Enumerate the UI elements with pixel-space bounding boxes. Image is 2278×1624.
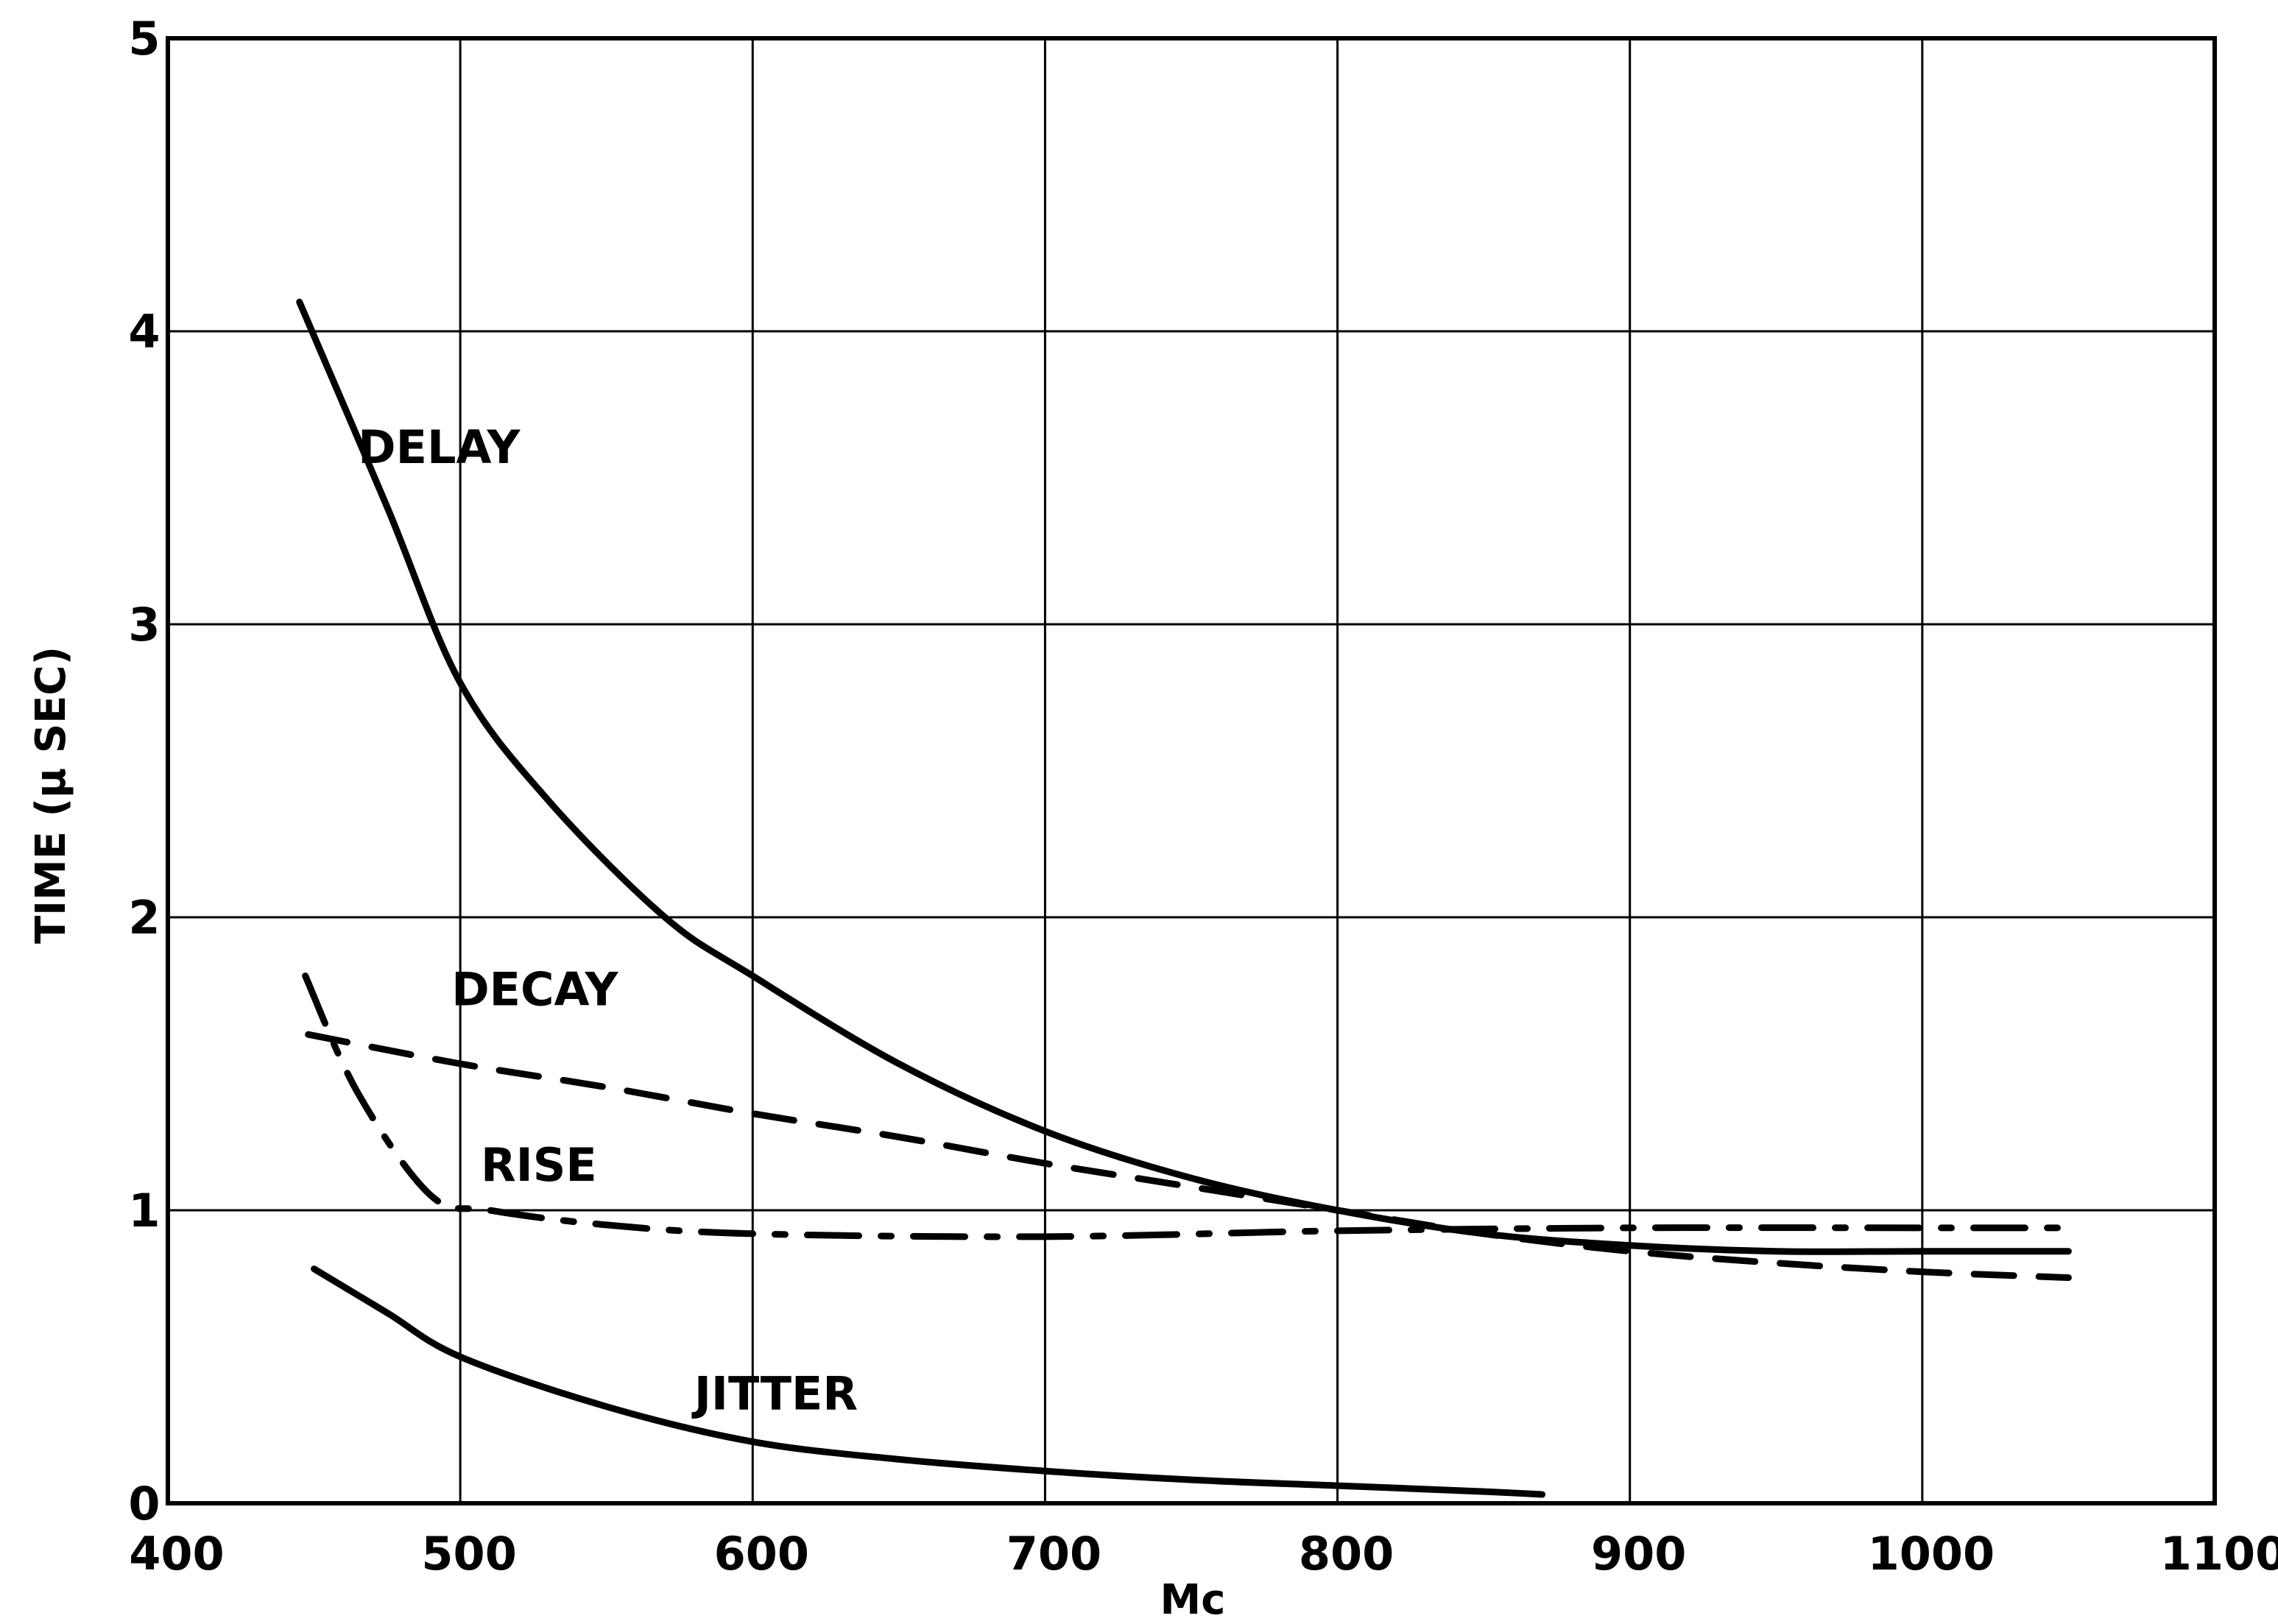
series-jitter-line [311, 1265, 1546, 1498]
y-tick-labels: 0 1 2 3 4 5 [128, 12, 160, 1531]
x-tick-label: 700 [1006, 1527, 1101, 1581]
y-tick-label: 4 [128, 305, 160, 359]
y-tick-label: 0 [128, 1477, 160, 1531]
plot-frame [166, 36, 2217, 1505]
series-curves [296, 298, 2072, 1498]
x-tick-label: 900 [1591, 1527, 1686, 1581]
y-tick-label: 1 [128, 1184, 160, 1238]
x-tick-label: 500 [421, 1527, 516, 1581]
series-rise-label: RISE [481, 1138, 597, 1192]
y-tick-label: 5 [128, 12, 160, 66]
series-rise-line [302, 972, 2072, 1240]
grid [166, 37, 2216, 1505]
series-delay-line [296, 298, 2072, 1255]
x-tick-label: 800 [1299, 1527, 1394, 1581]
y-axis-title: TIME (μ SEC) [27, 646, 75, 944]
x-tick-label: 1000 [1868, 1527, 1995, 1581]
x-tick-label: 400 [129, 1527, 224, 1581]
x-tick-label: 600 [714, 1527, 809, 1581]
series-labels: DELAY DECAY RISE JITTER [358, 420, 858, 1421]
x-tick-labels: 400 500 600 700 800 900 1000 1100 [129, 1527, 2278, 1581]
y-tick-label: 3 [128, 598, 160, 652]
y-tick-label: 2 [128, 891, 160, 945]
x-axis-title: Mc [1160, 1576, 1226, 1624]
series-decay-label: DECAY [451, 962, 618, 1016]
series-delay-label: DELAY [358, 420, 521, 474]
series-jitter-label: JITTER [691, 1367, 858, 1421]
x-tick-label: 1100 [2160, 1527, 2278, 1581]
